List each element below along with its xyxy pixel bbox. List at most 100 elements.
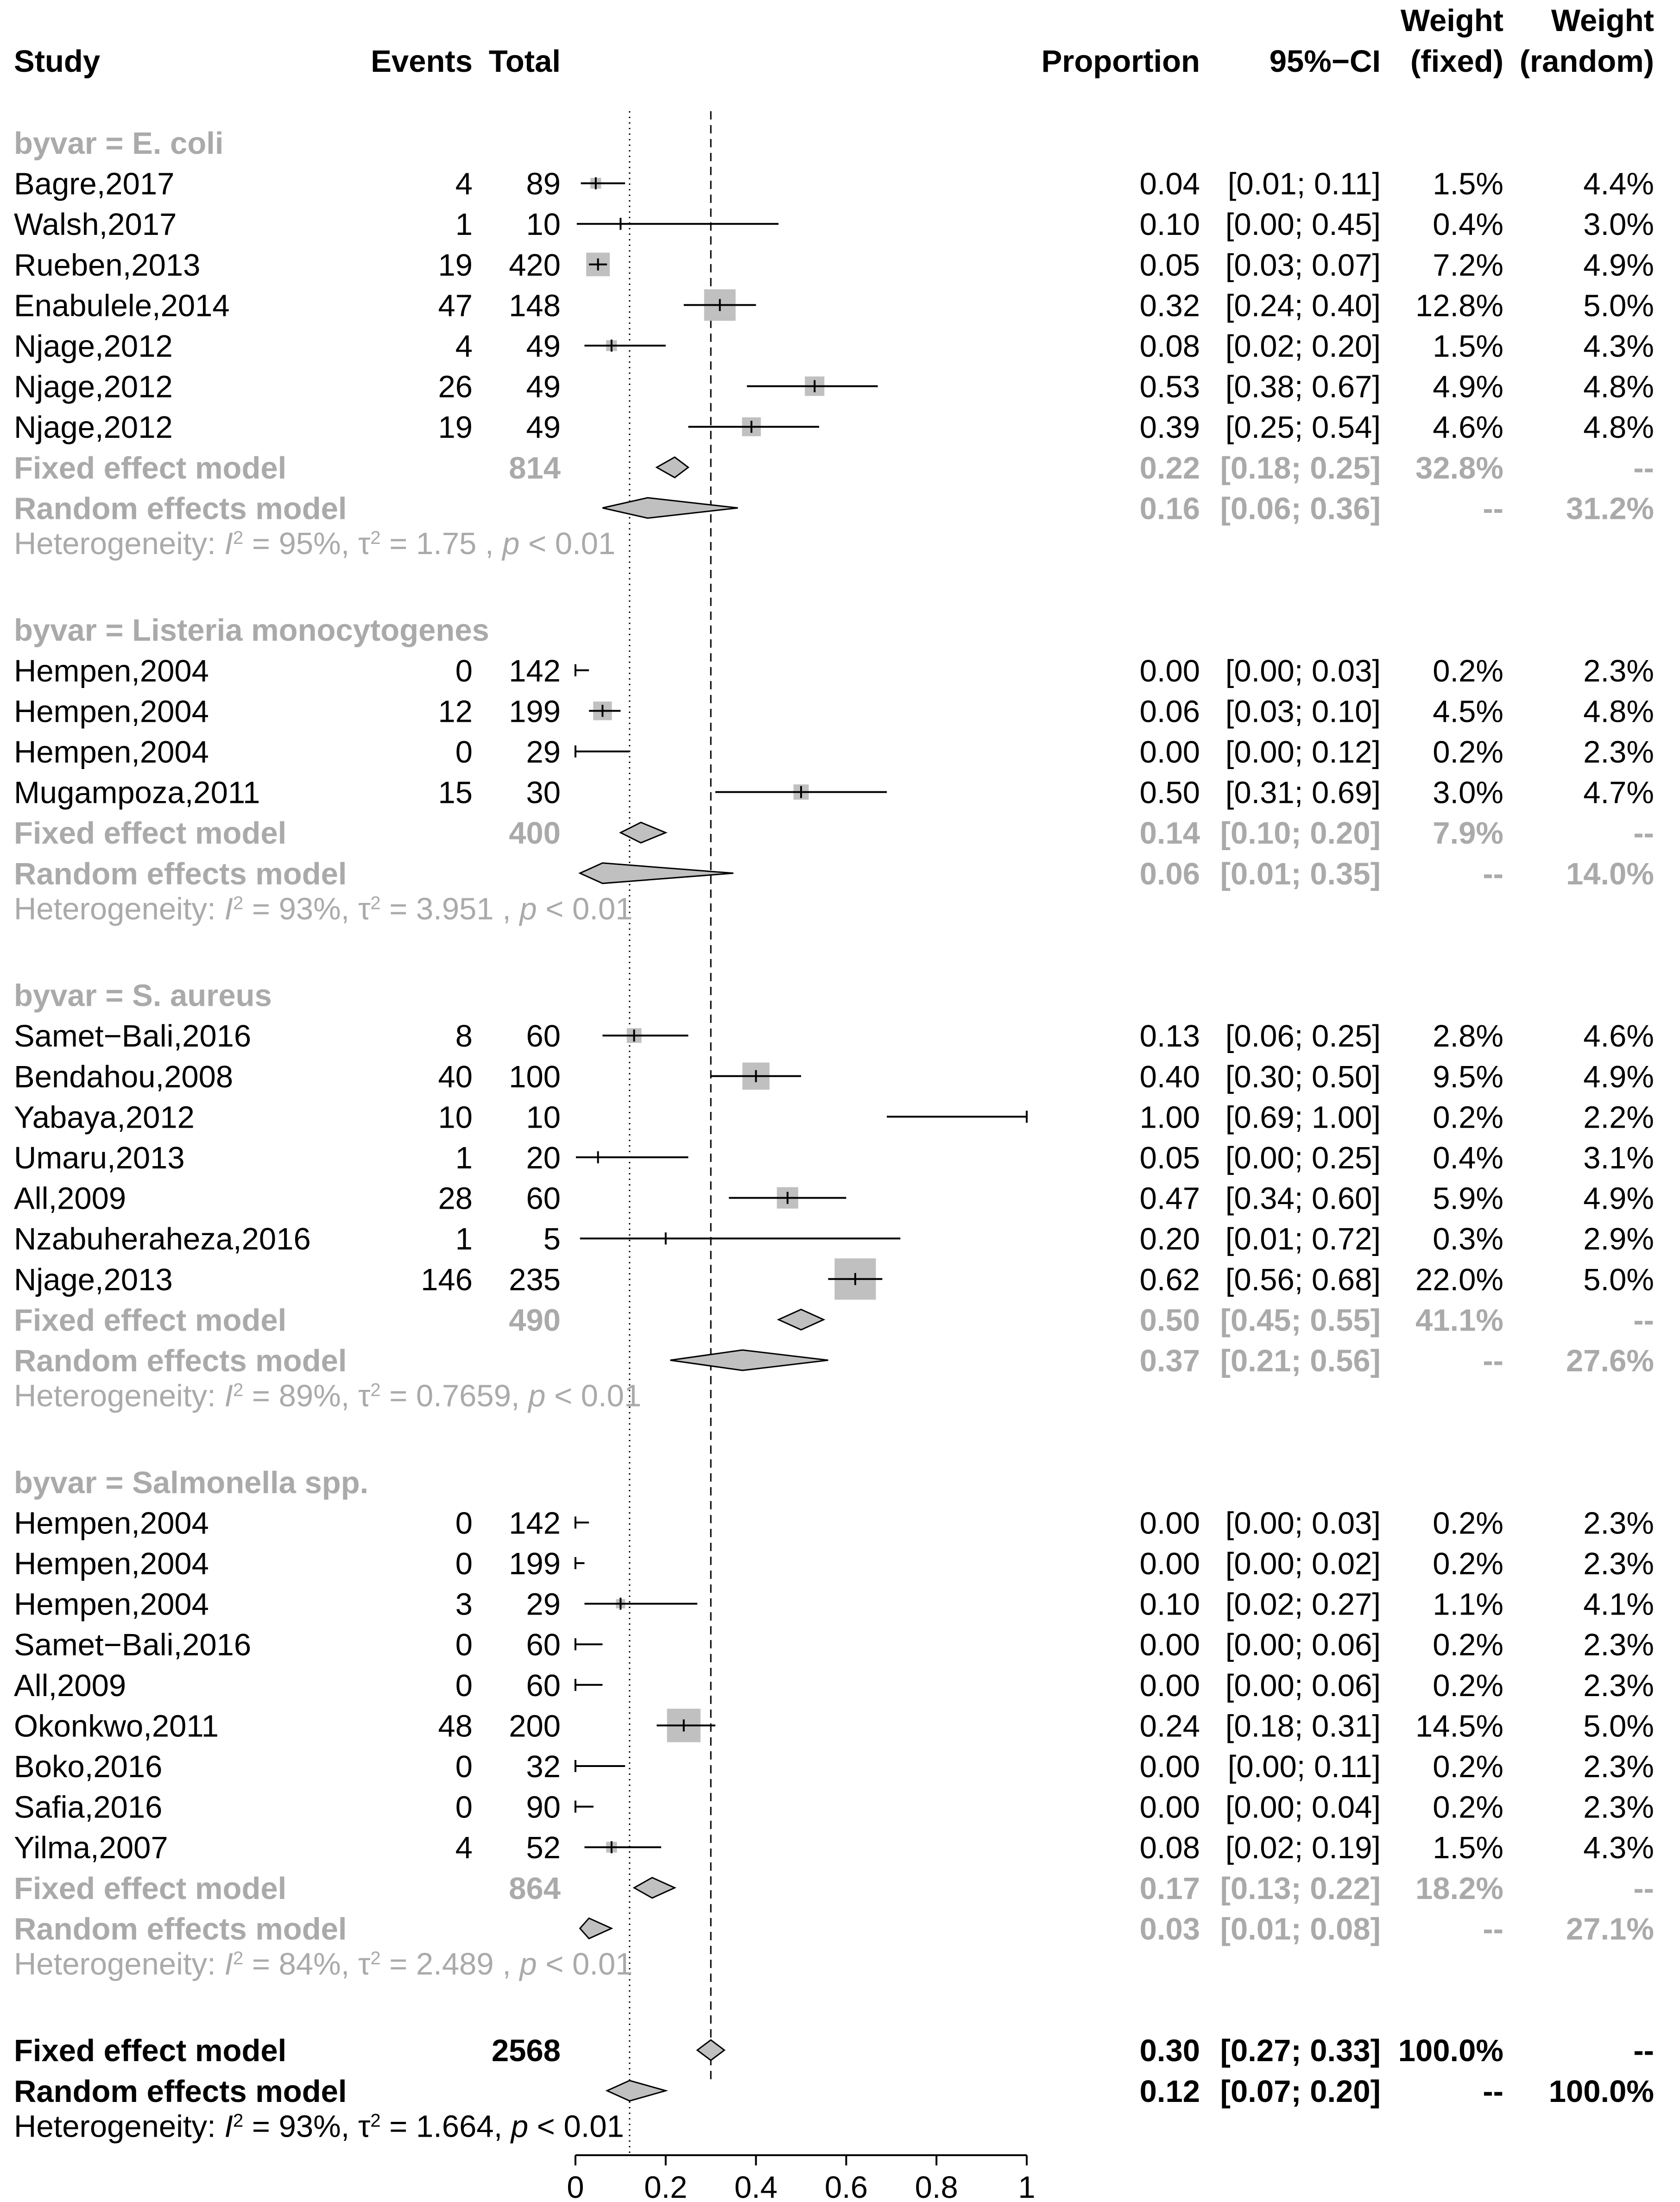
study-ci: [0.24; 0.40] [1225,288,1381,323]
study-ci: [0.00; 0.11] [1228,1749,1381,1784]
fixed-model-label: Fixed effect model [14,816,286,851]
random-model-label: Random effects model [14,857,347,891]
study-ci: [0.56; 0.68] [1225,1262,1381,1297]
study-weight-fixed: 0.2% [1433,1506,1503,1540]
study-proportion: 0.00 [1140,1749,1200,1784]
study-weight-fixed: 1.5% [1433,329,1503,364]
study-proportion: 0.53 [1140,370,1200,404]
study-total: 89 [526,167,561,202]
x-axis-tick-label: 0.6 [825,2170,868,2202]
study-events: 19 [438,248,473,283]
study-events: 8 [455,1019,473,1054]
study-name: All,2009 [14,1668,126,1703]
overall-fixed-model-diamond [696,2039,726,2062]
overall-random-model-weight-random: 100.0% [1549,2074,1654,2109]
study-ci: [0.06; 0.25] [1225,1019,1381,1054]
random-model-weight-fixed: -- [1483,491,1503,526]
overall-fixed-model-total: 2568 [492,2033,561,2068]
random-model-ci: [0.06; 0.36] [1220,491,1381,526]
study-name: All,2009 [14,1181,126,1216]
subgroup-label: byvar = E. coli [14,126,223,161]
fixed-model-weight-random: -- [1633,1303,1654,1338]
study-weight-fixed: 0.2% [1433,1668,1503,1703]
subgroup-label: byvar = Salmonella spp. [14,1465,368,1500]
study-total: 420 [509,248,561,283]
study-proportion: 0.05 [1140,248,1200,283]
fixed-model-ci: [0.45; 0.55] [1220,1303,1381,1338]
random-model-ci: [0.01; 0.35] [1220,857,1381,891]
study-ci: [0.00; 0.04] [1225,1790,1381,1825]
study-name: Rueben,2013 [14,248,200,283]
study-total: 30 [526,776,561,810]
study-name: Hempen,2004 [14,1546,209,1581]
overall-fixed-model-weight-random: -- [1633,2033,1654,2068]
study-proportion: 0.00 [1140,654,1200,688]
study-proportion: 0.00 [1140,1790,1200,1825]
random-model-weight-random: 27.6% [1566,1344,1654,1378]
study-weight-fixed: 0.2% [1433,1546,1503,1581]
fixed-model-ci: [0.18; 0.25] [1220,451,1381,486]
study-weight-random: 3.1% [1583,1141,1654,1175]
study-ci: [0.00; 0.03] [1225,654,1381,688]
study-weight-fixed: 0.3% [1433,1222,1503,1256]
heterogeneity-text: Heterogeneity: I2 = 89%, τ2 = 0.7659, p … [14,1379,641,1413]
study-name: Okonkwo,2011 [14,1709,219,1743]
study-ci: [0.00; 0.06] [1225,1668,1381,1703]
study-events: 15 [438,776,473,810]
study-weight-random: 4.9% [1583,1060,1654,1094]
study-events: 1 [455,1141,473,1175]
fixed-model-ci: [0.10; 0.20] [1220,816,1381,851]
study-events: 40 [438,1060,473,1094]
study-ci: [0.00; 0.02] [1225,1546,1381,1581]
header-events: Events [371,44,473,79]
fixed-model-weight-random: -- [1633,1871,1654,1906]
study-proportion: 0.10 [1140,1587,1200,1622]
study-proportion: 0.50 [1140,776,1200,810]
study-weight-random: 5.0% [1583,1709,1654,1743]
study-events: 1 [455,1222,473,1256]
study-weight-random: 4.8% [1583,694,1654,729]
study-name: Safia,2016 [14,1790,162,1825]
study-weight-fixed: 0.4% [1433,1141,1503,1175]
study-total: 200 [509,1709,561,1743]
study-weight-fixed: 0.2% [1433,1790,1503,1825]
study-ci: [0.03; 0.07] [1225,248,1381,283]
random-model-label: Random effects model [14,1912,347,1946]
heterogeneity-text: Heterogeneity: I2 = 84%, τ2 = 2.489 , p … [14,1947,633,1981]
study-weight-fixed: 3.0% [1433,776,1503,810]
random-model-diamond [670,1349,828,1371]
study-weight-random: 4.4% [1583,167,1654,202]
overall-random-model-diamond [605,2080,669,2102]
study-total: 60 [526,1668,561,1703]
study-proportion: 0.08 [1140,1830,1200,1865]
study-events: 10 [438,1100,473,1135]
overall-fixed-model-ci: [0.27; 0.33] [1220,2033,1381,2068]
study-name: Boko,2016 [14,1749,162,1784]
random-model-label: Random effects model [14,1344,347,1378]
header-weight-random-1: Weight [1551,3,1654,38]
study-events: 0 [455,735,473,770]
study-proportion: 0.04 [1140,167,1200,202]
fixed-model-proportion: 0.22 [1140,451,1200,486]
study-total: 10 [526,207,561,242]
study-weight-fixed: 1.1% [1433,1587,1503,1622]
overall-fixed-model-proportion: 0.30 [1140,2033,1200,2068]
x-axis-tick-label: 0.8 [915,2170,958,2202]
study-proportion: 0.00 [1140,1668,1200,1703]
study-weight-random: 4.3% [1583,1830,1654,1865]
study-ci: [0.00; 0.25] [1225,1141,1381,1175]
study-total: 29 [526,1587,561,1622]
fixed-model-weight-fixed: 41.1% [1415,1303,1503,1338]
study-ci: [0.25; 0.54] [1225,410,1381,445]
study-weight-random: 2.3% [1583,1749,1654,1784]
random-model-label: Random effects model [14,491,347,526]
study-ci: [0.02; 0.20] [1225,329,1381,364]
study-weight-random: 4.7% [1583,776,1654,810]
study-ci: [0.00; 0.45] [1225,207,1381,242]
study-weight-fixed: 4.9% [1433,370,1503,404]
heterogeneity-text: Heterogeneity: I2 = 93%, τ2 = 3.951 , p … [14,891,633,926]
study-events: 0 [455,1668,473,1703]
study-total: 199 [509,1546,561,1581]
study-proportion: 0.47 [1140,1181,1200,1216]
